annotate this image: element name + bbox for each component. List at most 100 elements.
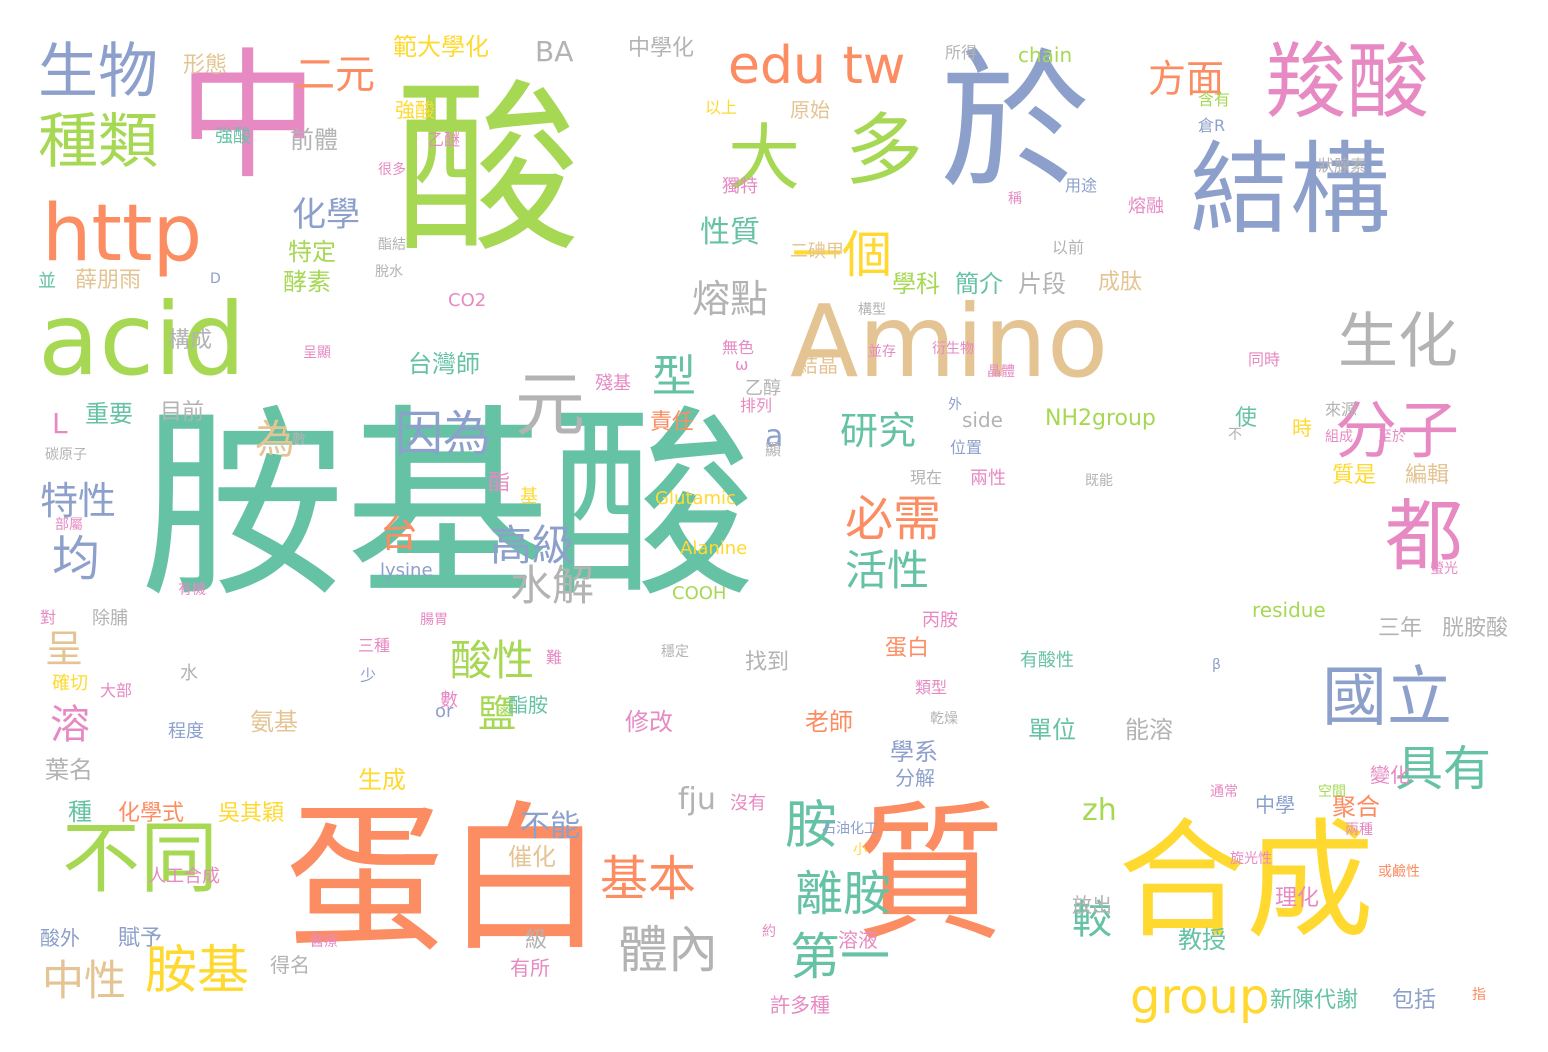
cloud-word: 能溶 — [1125, 716, 1173, 744]
cloud-word: 胺 — [785, 796, 838, 856]
cloud-word: 二元 — [295, 52, 375, 98]
cloud-word: side — [962, 408, 1003, 432]
cloud-word: 乾燥 — [930, 711, 958, 727]
cloud-word: 分子 — [1335, 394, 1460, 467]
cloud-word: 酯胺 — [508, 693, 548, 717]
cloud-word: 學系 — [890, 738, 938, 766]
cloud-word: 結構 — [1190, 131, 1390, 248]
cloud-word: Alanine — [680, 538, 748, 559]
cloud-word: group — [1130, 969, 1270, 1025]
cloud-word: 中 — [178, 36, 319, 199]
cloud-word: 現在 — [910, 468, 943, 487]
cloud-word: 位置 — [950, 438, 983, 457]
cloud-word: 溶 — [50, 702, 90, 748]
cloud-word: 氨基 — [250, 708, 298, 736]
cloud-word: 除脯 — [92, 608, 128, 629]
cloud-word: 性質 — [700, 215, 760, 250]
cloud-word: 國立 — [1322, 660, 1453, 735]
cloud-word: 溶液 — [838, 928, 878, 952]
cloud-word: 醫療 — [310, 934, 338, 950]
cloud-word: Glutamic — [655, 488, 736, 509]
cloud-word: 具有 — [1395, 741, 1492, 797]
cloud-word: 蛋白 — [285, 786, 606, 973]
cloud-word: 晶體 — [987, 364, 1015, 380]
cloud-word: 程度 — [168, 721, 204, 742]
cloud-word: 不同 — [62, 814, 219, 904]
cloud-word: 老師 — [805, 708, 853, 736]
cloud-word: 因為 — [395, 406, 492, 462]
cloud-word: 中性 — [42, 956, 127, 1005]
cloud-word: 合成 — [1118, 807, 1375, 956]
cloud-word: 基本 — [600, 851, 697, 907]
cloud-word: COOH — [672, 583, 727, 604]
cloud-word: 生成 — [358, 766, 406, 794]
cloud-word: 薛朋雨 — [75, 268, 142, 293]
cloud-word: 酸外 — [40, 926, 80, 950]
cloud-word: 含有 — [1198, 90, 1231, 109]
cloud-word: 水解 — [510, 561, 595, 610]
cloud-word: 胱胺酸 — [1442, 616, 1509, 641]
cloud-word: 呈 — [45, 627, 84, 671]
cloud-word: 催化 — [508, 843, 556, 871]
cloud-word: 至於 — [1378, 429, 1406, 445]
cloud-word: 質 — [855, 788, 1006, 962]
cloud-word: 目前 — [160, 400, 205, 425]
cloud-word: 腸胃 — [420, 612, 448, 628]
cloud-word: 原始 — [790, 98, 830, 122]
cloud-word: 高級 — [490, 521, 575, 570]
cloud-word: 人工合成 — [148, 866, 220, 887]
cloud-word: 穩定 — [661, 644, 689, 660]
cloud-word: 研究 — [840, 409, 917, 453]
cloud-word: 體內 — [618, 921, 718, 979]
cloud-word: 外 — [948, 397, 962, 413]
cloud-word: 為 — [255, 417, 295, 463]
cloud-word: 指 — [1472, 987, 1486, 1003]
cloud-word: 並存 — [868, 344, 896, 360]
cloud-word: 蛋白 — [885, 636, 930, 661]
cloud-word: 乙醚 — [428, 130, 461, 149]
cloud-word: 元 — [515, 364, 585, 446]
cloud-word: or — [435, 701, 454, 722]
cloud-word: 學科 — [892, 270, 940, 298]
cloud-word: 變化 — [1370, 763, 1410, 787]
cloud-word: 熔融 — [1128, 196, 1164, 217]
cloud-word: 以前 — [1052, 238, 1085, 257]
cloud-word: 部屬 — [55, 517, 83, 533]
cloud-word: 脫水 — [375, 264, 403, 280]
cloud-word: 螢光 — [1430, 561, 1458, 577]
cloud-word: 無色 — [722, 338, 755, 357]
cloud-word: 吳其穎 — [218, 801, 285, 826]
cloud-word: 既能 — [1085, 473, 1113, 489]
cloud-word: 編輯 — [1405, 463, 1450, 488]
cloud-word: 特性 — [40, 479, 117, 523]
cloud-word: 用途 — [1065, 176, 1098, 195]
cloud-word: 種 — [68, 798, 92, 826]
cloud-word: a — [765, 419, 784, 454]
cloud-word: 台 — [380, 512, 419, 556]
cloud-word: L — [52, 407, 68, 440]
cloud-word: 水 — [180, 663, 198, 684]
cloud-word: D — [210, 271, 221, 287]
cloud-word: 特定 — [288, 238, 336, 266]
cloud-word: 羧酸 — [1265, 35, 1430, 130]
cloud-word: 小 — [853, 842, 867, 858]
cloud-word: 旋光性 — [1230, 851, 1272, 867]
cloud-word: 數 — [440, 690, 458, 711]
cloud-word: 少 — [360, 666, 377, 685]
cloud-word: 丙胺 — [922, 610, 958, 631]
cloud-word: 生物 — [38, 37, 158, 107]
cloud-word: 較 — [1072, 897, 1112, 943]
cloud-word: 同時 — [1248, 350, 1281, 369]
cloud-word: 類型 — [915, 678, 948, 697]
cloud-word: 型 — [652, 351, 696, 402]
cloud-word: 時 — [1292, 416, 1312, 440]
cloud-word: 方面 — [1148, 57, 1225, 101]
cloud-word: 胺基酸 — [140, 388, 755, 626]
cloud-word: 新陳代謝 — [1270, 988, 1359, 1013]
cloud-word: Amino — [790, 283, 1109, 400]
cloud-word: 排列 — [740, 396, 773, 415]
cloud-word: 對 — [40, 608, 57, 627]
cloud-word: ω — [735, 355, 749, 374]
cloud-word: 狀腺素 — [1318, 156, 1367, 175]
